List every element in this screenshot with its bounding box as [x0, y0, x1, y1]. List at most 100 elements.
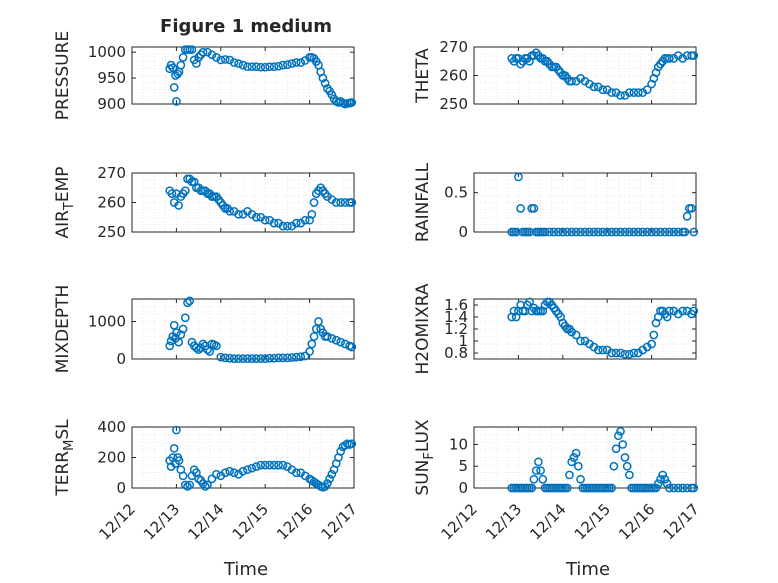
data-point [323, 332, 332, 341]
data-point [178, 53, 188, 62]
data-point [323, 479, 332, 488]
data-point [327, 90, 337, 100]
data-point [205, 347, 215, 356]
data-point [647, 227, 656, 237]
data-point [580, 227, 590, 237]
data-point [611, 348, 621, 358]
data-point [571, 448, 581, 458]
data-point [180, 313, 190, 323]
data-point [613, 431, 623, 441]
data-point [576, 474, 585, 484]
data-point [220, 55, 230, 64]
data-point [251, 212, 261, 222]
data-point [309, 332, 319, 341]
data-point [525, 297, 534, 307]
data-point [207, 50, 217, 60]
data-point [311, 324, 321, 334]
data-point [573, 461, 583, 471]
data-point [323, 84, 332, 93]
data-point [651, 483, 661, 493]
data-point [665, 483, 674, 493]
data-point [300, 215, 310, 225]
data-point [347, 342, 357, 352]
data-point [558, 227, 568, 237]
data-point [673, 483, 683, 493]
data-point [554, 227, 563, 237]
data-point [243, 62, 252, 72]
data-point [629, 88, 639, 97]
data-point [620, 349, 630, 359]
data-point [287, 59, 297, 68]
data-point [625, 88, 634, 97]
data-point [656, 474, 665, 484]
data-point [185, 480, 195, 490]
data-point [625, 470, 634, 480]
data-point [185, 296, 195, 306]
data-point [256, 354, 266, 363]
data-point [576, 227, 585, 237]
data-point [265, 460, 274, 470]
data-point [260, 354, 270, 363]
data-point [347, 198, 357, 207]
data-point [216, 352, 226, 362]
data-point [305, 347, 314, 356]
data-point [529, 204, 539, 213]
y-tick-label: 1.2 [444, 320, 468, 338]
data-point [194, 345, 203, 354]
y-tick-label: 0 [458, 223, 468, 241]
data-point [238, 60, 248, 70]
data-point [651, 227, 661, 237]
data-point [660, 474, 670, 484]
y-tick-label: 1 [458, 332, 468, 350]
data-point [260, 62, 270, 72]
data-point [220, 353, 230, 363]
data-point [607, 227, 616, 237]
data-point [194, 53, 203, 62]
data-point [531, 466, 541, 475]
data-point [602, 227, 612, 237]
data-point [174, 456, 184, 465]
data-point [620, 453, 630, 462]
data-point [274, 61, 283, 71]
data-point [314, 317, 323, 326]
data-point [229, 468, 239, 478]
data-point [251, 462, 261, 471]
data-point [629, 227, 639, 237]
y-axis-label: TERRMSL [53, 419, 77, 497]
data-point [678, 306, 688, 316]
data-point [274, 460, 283, 470]
data-point [549, 227, 559, 237]
data-point [238, 354, 248, 363]
data-point [656, 227, 665, 237]
data-point [269, 460, 279, 470]
data-point [291, 218, 301, 228]
data-point [283, 221, 292, 231]
subplot-mixdepth: 0 1000 MIXDEPTH [53, 285, 357, 373]
data-point [278, 60, 288, 70]
data-point [571, 330, 581, 340]
data-point [307, 209, 317, 219]
axes-box [473, 172, 697, 233]
y-tick-label: 0 [116, 350, 126, 368]
data-point [260, 215, 270, 225]
data-point [538, 474, 548, 484]
data-point [278, 221, 288, 231]
data-point [571, 227, 581, 237]
data-point [225, 466, 235, 476]
data-point [689, 483, 699, 493]
data-point [220, 468, 230, 478]
data-point [616, 427, 625, 436]
y-tick-label: 1000 [88, 43, 126, 61]
data-point [169, 320, 179, 330]
data-point [296, 58, 306, 67]
data-point [514, 172, 523, 182]
data-point [669, 227, 679, 237]
data-point [187, 45, 197, 54]
data-point [265, 62, 274, 72]
data-point [687, 204, 696, 213]
data-point [247, 62, 257, 72]
data-point [611, 444, 621, 454]
data-point [336, 337, 346, 347]
y-tick-label: 270 [97, 164, 126, 182]
data-point [607, 483, 616, 493]
